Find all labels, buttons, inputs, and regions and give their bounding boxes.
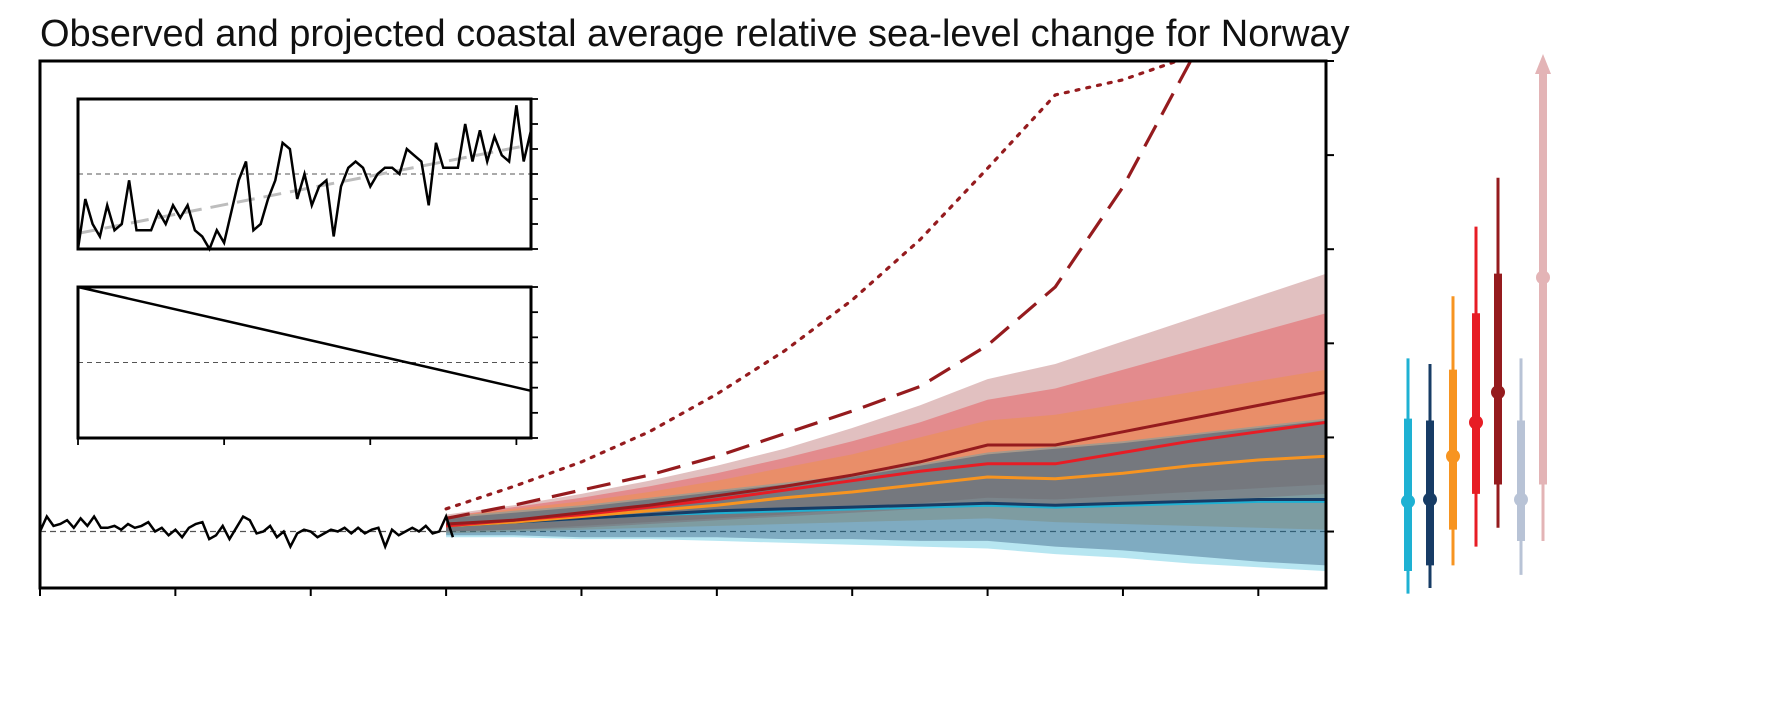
median-marker: [1446, 449, 1460, 464]
range-bar-ssp1-1.9: [1401, 358, 1415, 594]
median-ssp3-7.0: [445, 420, 1326, 528]
inset-trend-line: [77, 143, 532, 235]
range-bar-ssp5-8.5: [1491, 177, 1505, 528]
median-marker: [1536, 270, 1550, 285]
median-ssp2-4.5: [446, 454, 1326, 528]
geocentric-line: [76, 105, 533, 252]
inset-geocentric: [76, 97, 538, 252]
observed-line: [40, 513, 455, 551]
band-ssp2-4.5: [446, 369, 1326, 534]
plot-frame: [38, 59, 1328, 590]
median-marker: [1469, 415, 1483, 430]
inset-panels: [76, 97, 538, 445]
range-bar-ssp1-2.6: [1514, 358, 1528, 575]
projection-bands: [40, 273, 1326, 572]
band-ssp3-7.0: [446, 313, 1326, 532]
gia-line: [77, 285, 532, 393]
median-marker: [1401, 494, 1415, 509]
median-marker: [1491, 385, 1505, 400]
range-bars: [1401, 54, 1551, 594]
low-confidence-dotted-line: [444, 61, 1179, 511]
median-ssp5-8.5: [446, 390, 1326, 526]
band-ssp5-8.5: [446, 273, 1326, 532]
range-bar-ssp1-2.6: [1423, 364, 1437, 588]
median-ssp1-2.6: [446, 498, 1326, 528]
main-axes: [38, 59, 1334, 596]
observed-series: [40, 513, 455, 551]
range-bar-ssp3-7.0: [1469, 226, 1483, 547]
low-confidence-dashed-line: [445, 61, 1193, 520]
arrow-head: [1535, 54, 1551, 74]
median-marker: [1514, 492, 1528, 507]
range-bar-ssp5-8.5: [1535, 54, 1551, 541]
inset-gia: [76, 285, 538, 445]
range-bar-ssp2-4.5: [1446, 296, 1460, 566]
median-marker: [1423, 492, 1437, 507]
projection-lines: [444, 61, 1326, 528]
chart-title: Observed and projected coastal average r…: [40, 13, 1350, 55]
